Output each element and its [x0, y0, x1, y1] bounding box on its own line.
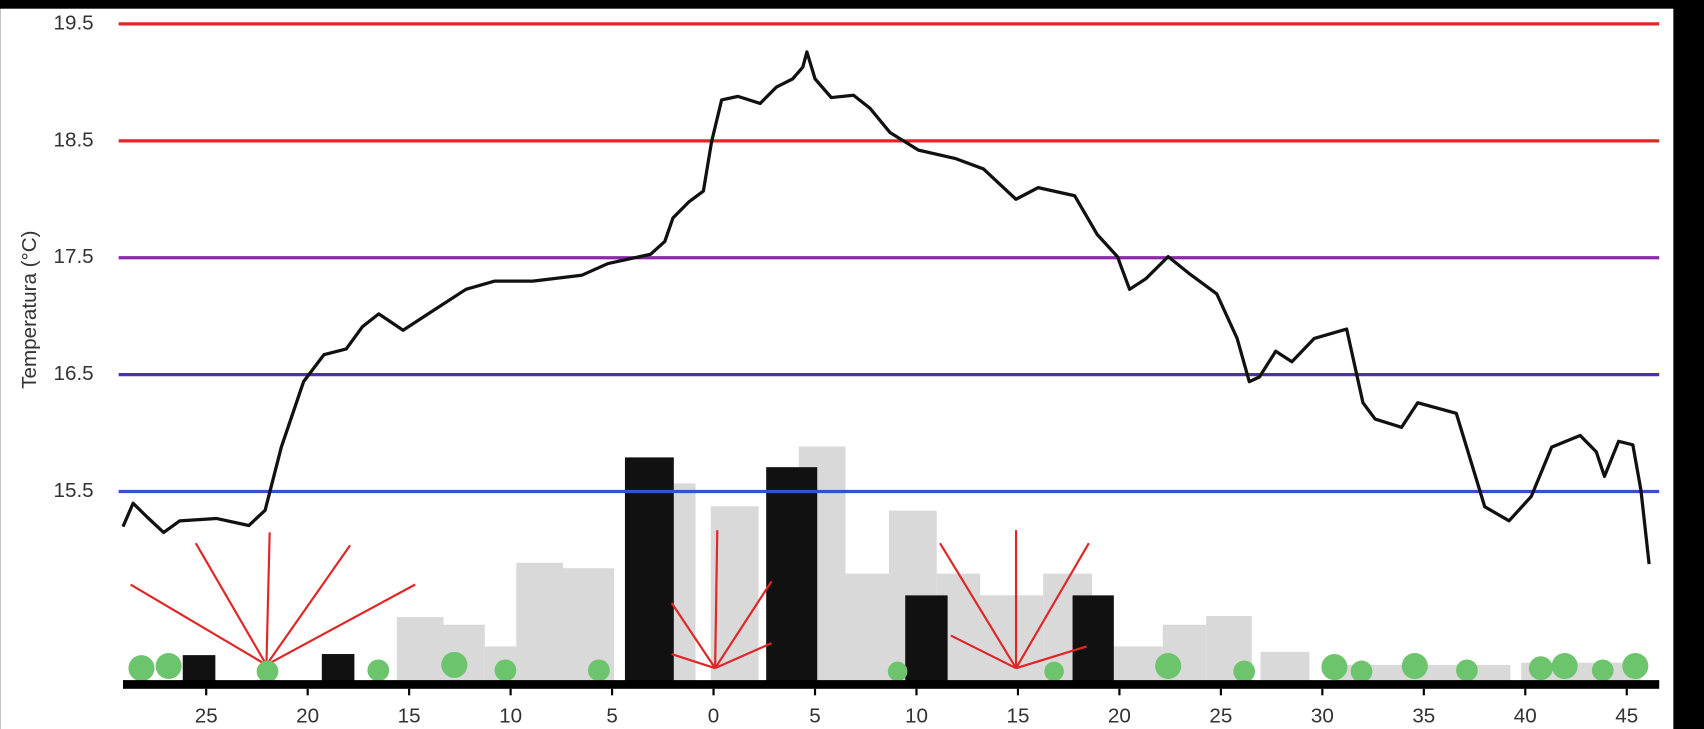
tree: [1044, 661, 1064, 682]
arrow: [939, 530, 1090, 670]
tree: [1456, 659, 1478, 682]
building: [182, 655, 216, 685]
tree: [1591, 659, 1614, 682]
trees: [128, 651, 1649, 683]
tree: [1528, 656, 1553, 681]
building: [321, 654, 355, 685]
x-tick-label: 15: [1006, 705, 1029, 728]
x-tick-label: 25: [1209, 705, 1232, 728]
x-tick-label: 25: [195, 705, 218, 728]
tree: [1321, 654, 1348, 681]
arrow: [130, 532, 416, 666]
tree: [1350, 660, 1373, 683]
building: [1072, 595, 1114, 685]
y-tick-label: 18.5: [54, 128, 94, 151]
dark-buildings: [182, 457, 1114, 685]
tree: [1155, 652, 1182, 680]
building: [845, 573, 892, 685]
tree: [1551, 652, 1578, 680]
tree: [128, 655, 155, 682]
tree: [155, 652, 182, 680]
tree: [1233, 660, 1256, 683]
building: [516, 562, 564, 685]
building: [673, 483, 696, 685]
x-tick-label: 30: [1311, 705, 1334, 728]
tree: [1401, 652, 1428, 680]
building: [905, 595, 948, 685]
x-tick-label: 0: [708, 705, 719, 728]
x-tick-label: 20: [296, 705, 319, 728]
arrow: [670, 530, 773, 670]
y-tick-label: 15.5: [54, 479, 94, 502]
building: [710, 506, 759, 685]
y-tick-label: 19.5: [54, 11, 94, 34]
x-tick-label: 5: [606, 705, 617, 728]
tree: [887, 661, 908, 682]
x-tick-label: 20: [1108, 705, 1131, 728]
building: [766, 467, 818, 685]
building: [396, 617, 444, 685]
x-axis-line: [123, 680, 1660, 689]
x-tick-label: 45: [1615, 705, 1638, 728]
y-tick-label: 17.5: [54, 245, 94, 268]
building: [1260, 651, 1310, 685]
x-tick-label: 10: [499, 705, 522, 728]
temperature-line: [121, 50, 1651, 565]
x-tick-label: 40: [1514, 705, 1537, 728]
x-tick-label: 35: [1412, 705, 1435, 728]
tree: [441, 651, 468, 678]
building: [1113, 646, 1163, 685]
tree: [367, 659, 390, 682]
x-tick-label: 15: [398, 705, 421, 728]
tree: [256, 660, 279, 683]
y-axis-label: Temperatura (°C): [18, 230, 41, 388]
tree: [587, 659, 610, 682]
tree: [1622, 652, 1649, 680]
y-tick-label: 16.5: [54, 362, 94, 385]
heat-arrows: [130, 530, 1090, 670]
tree: [494, 659, 517, 682]
x-tick-label: 10: [905, 705, 928, 728]
x-tick-label: 5: [809, 705, 820, 728]
building: [624, 457, 674, 685]
